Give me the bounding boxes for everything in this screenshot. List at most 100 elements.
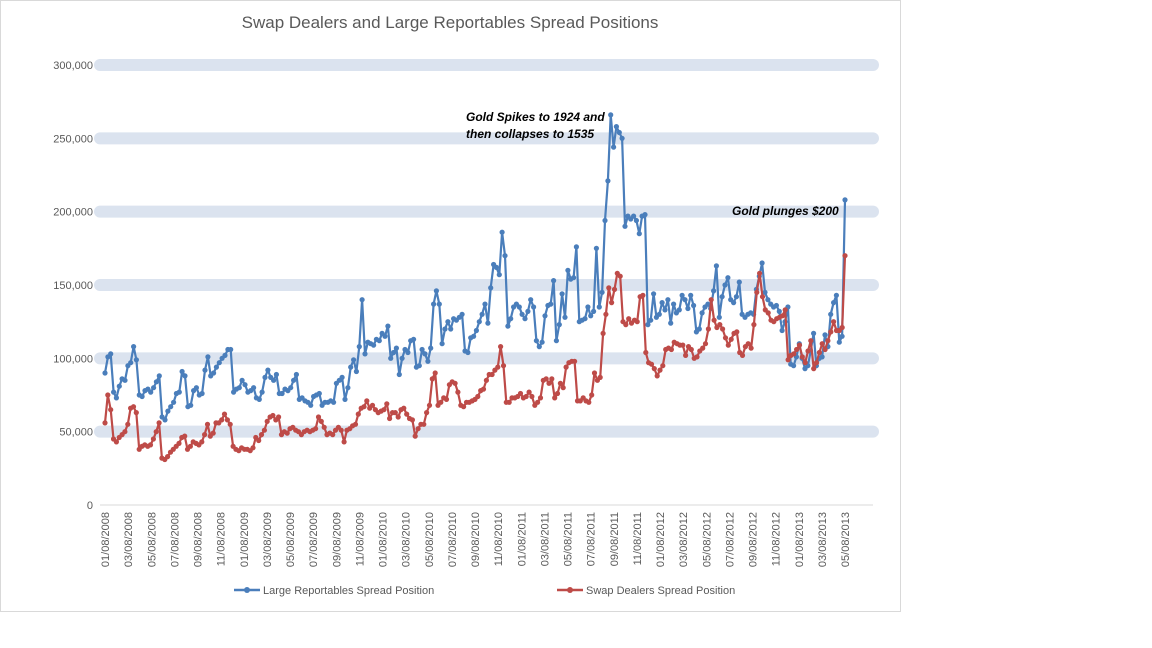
annotation-gold-spike-line2: then collapses to 1535 xyxy=(466,127,594,141)
data-point xyxy=(388,355,394,361)
data-point xyxy=(828,329,834,335)
data-point xyxy=(284,430,290,436)
series-swap-dealers xyxy=(102,253,848,463)
data-point xyxy=(382,333,388,339)
data-point xyxy=(338,427,344,433)
data-point xyxy=(734,329,740,335)
data-point xyxy=(156,420,162,426)
data-point xyxy=(643,349,649,356)
y-tick-label: 50,000 xyxy=(59,427,93,439)
data-point xyxy=(424,410,430,416)
data-point xyxy=(572,358,578,364)
data-point xyxy=(660,363,666,369)
data-point xyxy=(725,275,731,281)
data-point xyxy=(796,342,803,348)
data-point xyxy=(130,404,137,410)
data-point xyxy=(341,439,347,445)
x-tick-label: 01/08/2012 xyxy=(655,512,667,567)
data-point xyxy=(542,313,548,319)
data-point xyxy=(213,364,219,370)
data-point xyxy=(426,402,433,408)
data-point xyxy=(552,395,558,401)
data-point xyxy=(405,349,411,356)
x-tick-label: 09/08/2012 xyxy=(748,512,760,567)
data-point xyxy=(261,427,267,433)
data-point xyxy=(711,288,717,294)
data-point xyxy=(623,322,629,328)
data-point xyxy=(654,373,660,379)
data-point xyxy=(611,144,617,150)
data-point xyxy=(665,297,671,303)
x-tick-label: 03/08/2013 xyxy=(817,512,829,567)
data-point xyxy=(476,319,482,325)
data-point xyxy=(617,273,623,279)
data-point xyxy=(482,301,488,307)
x-tick-label: 03/08/2009 xyxy=(262,512,274,567)
data-point xyxy=(662,307,668,313)
legend-item-swap-dealers[interactable]: Swap Dealers Spread Position xyxy=(557,585,735,597)
chart-frame xyxy=(0,0,901,612)
data-point xyxy=(600,330,606,336)
data-point xyxy=(722,335,729,341)
series-large-reportables xyxy=(102,112,848,423)
data-point xyxy=(659,300,665,306)
data-point xyxy=(256,396,262,402)
x-tick-label: 11/08/2009 xyxy=(354,512,366,566)
legend-item-large-reportables[interactable]: Large Reportables Spread Position xyxy=(234,585,434,597)
data-point xyxy=(811,330,817,336)
data-point xyxy=(432,370,438,376)
data-point xyxy=(825,338,831,344)
data-point xyxy=(505,323,511,329)
data-point xyxy=(648,317,654,323)
annotation-gold-spike-line1: Gold Spikes to 1924 and xyxy=(466,110,605,124)
data-point xyxy=(640,292,646,298)
data-point xyxy=(276,414,282,420)
data-point xyxy=(438,399,444,405)
data-point xyxy=(683,352,689,358)
data-point xyxy=(819,354,825,360)
data-point xyxy=(745,341,751,347)
data-point xyxy=(833,292,840,298)
data-point xyxy=(433,288,439,294)
data-point xyxy=(176,440,182,446)
legend-label-swap-dealers: Swap Dealers Spread Position xyxy=(586,585,735,597)
data-point xyxy=(705,301,711,307)
data-point xyxy=(480,386,487,392)
data-point xyxy=(165,408,171,414)
data-point xyxy=(273,371,279,378)
data-point xyxy=(523,393,529,400)
x-tick-label: 01/08/2008 xyxy=(100,512,112,567)
data-point xyxy=(691,302,697,309)
data-point xyxy=(250,445,256,451)
data-point xyxy=(113,395,119,401)
data-point xyxy=(822,346,828,353)
data-point xyxy=(122,429,128,435)
data-point xyxy=(356,344,362,350)
data-point xyxy=(839,324,845,331)
data-point xyxy=(543,376,549,382)
data-point xyxy=(671,301,677,307)
data-point xyxy=(668,346,675,353)
data-point xyxy=(502,253,508,259)
x-tick-label: 07/08/2008 xyxy=(169,512,181,567)
data-point xyxy=(399,355,405,361)
data-point xyxy=(369,402,376,408)
y-tick-label: 200,000 xyxy=(53,207,93,219)
data-point xyxy=(258,432,265,438)
data-point xyxy=(636,231,642,237)
data-point xyxy=(602,217,608,224)
data-point xyxy=(483,377,489,383)
grid-bands xyxy=(94,59,879,438)
data-point xyxy=(315,414,322,420)
x-tick-label: 09/08/2009 xyxy=(331,512,343,567)
data-point xyxy=(528,297,534,303)
data-point xyxy=(526,389,532,395)
data-point xyxy=(676,307,682,313)
data-point xyxy=(762,289,768,295)
data-point xyxy=(656,311,662,317)
data-point xyxy=(573,244,580,250)
data-point xyxy=(270,412,276,419)
data-point xyxy=(537,395,544,401)
data-point xyxy=(264,418,270,424)
data-point xyxy=(182,373,188,379)
